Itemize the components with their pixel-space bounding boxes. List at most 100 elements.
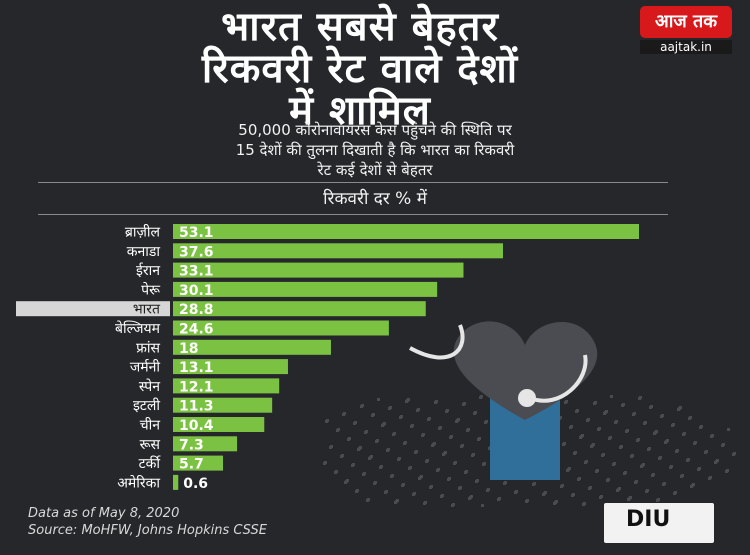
map-dot (480, 395, 483, 398)
map-dot (400, 415, 403, 418)
map-dot (596, 469, 599, 472)
bar (173, 320, 389, 336)
map-dot (498, 497, 501, 500)
map-dot (396, 499, 399, 502)
value-label: 24.6 (179, 322, 214, 338)
map-dot (411, 424, 414, 427)
map-dot (610, 395, 613, 398)
category-label: ईरान (136, 262, 160, 279)
map-dot (657, 498, 660, 501)
map-dot (352, 463, 355, 466)
map-dot (454, 461, 457, 464)
map-dot (424, 501, 427, 504)
map-dot (694, 441, 697, 444)
map-dot (387, 448, 390, 451)
map-dot (385, 490, 388, 493)
map-dot (663, 482, 666, 485)
map-dot (478, 437, 481, 440)
bar (173, 339, 331, 355)
map-dot (626, 429, 629, 432)
category-label: पेरू (141, 281, 161, 298)
map-dot (448, 477, 451, 480)
value-label: 30.1 (179, 283, 214, 299)
map-dot (372, 413, 375, 416)
map-dot (600, 495, 603, 498)
bars-group: ब्राज़ील 53.1 कनाडा 37.6 ईरान 33.1 पेरू 30.1 भार… (16, 224, 639, 492)
map-dot (689, 416, 692, 419)
bar (173, 378, 280, 394)
subtitle: 50,000 कोरोनावायरस केस पहुंचने की स्थिति… (60, 120, 690, 180)
map-dot (457, 418, 460, 421)
map-dot (361, 404, 364, 407)
map-dot (433, 442, 436, 445)
map-dot (420, 475, 423, 478)
bar (173, 301, 426, 317)
map-dot (383, 422, 386, 425)
subtitle-line-1: 50,000 कोरोनावायरस केस पहुंचने की स्थिति… (238, 121, 512, 139)
map-dot (441, 494, 444, 497)
map-dot (474, 411, 477, 414)
map-dot (404, 441, 407, 444)
map-dot (330, 445, 333, 448)
map-dot (376, 439, 379, 442)
map-dot (652, 473, 655, 476)
value-label: 28.8 (179, 302, 214, 318)
map-dot (711, 434, 714, 437)
title-line-2: रिकवरी रेट वाले देशों (201, 46, 519, 92)
map-dot (446, 409, 449, 412)
diu-logo-text: DIU (626, 507, 671, 532)
map-dot (476, 479, 479, 482)
value-label: 0.6 (183, 476, 208, 492)
map-dot (609, 436, 612, 439)
diu-badge: DIU (604, 503, 714, 543)
value-label: 13.1 (179, 360, 214, 376)
map-dot (629, 496, 632, 499)
map-dot (672, 423, 675, 426)
map-dot (602, 453, 605, 456)
bar (173, 455, 224, 471)
map-dot (377, 398, 380, 401)
map-dot (594, 401, 597, 404)
subtitle-line-2: 15 देशों की तुलना दिखाती है कि भारत का र… (235, 141, 515, 159)
value-label: 12.1 (179, 379, 214, 395)
map-dot (465, 470, 468, 473)
bar (173, 243, 503, 259)
map-dot (639, 396, 642, 399)
map-dot (409, 466, 412, 469)
bar (173, 436, 238, 452)
map-dot (666, 439, 669, 442)
map-dot (348, 437, 351, 440)
map-dot (698, 467, 701, 470)
map-dot (422, 433, 425, 436)
category-label: इटली (133, 397, 160, 414)
map-dot (459, 486, 462, 489)
map-dot (398, 457, 401, 460)
category-label: फ्रांस (136, 340, 160, 356)
map-dot (435, 400, 438, 403)
map-dot (727, 428, 730, 431)
category-label: कनाडा (127, 244, 161, 260)
map-dot (380, 465, 383, 468)
map-dot (576, 409, 579, 412)
map-dot (515, 490, 518, 493)
data-date-note: Data as of May 8, 2020 (28, 506, 180, 521)
map-dot (463, 402, 466, 405)
map-dot (655, 430, 658, 433)
map-dot (622, 403, 625, 406)
map-dot (370, 455, 373, 458)
map-dot (676, 449, 679, 452)
map-dot (709, 476, 712, 479)
stethoscope-heart-illustration (323, 321, 736, 507)
bar (173, 417, 265, 432)
divider-bottom (38, 214, 668, 215)
map-dot (343, 412, 346, 415)
value-label: 53.1 (179, 225, 214, 241)
map-dot (439, 426, 442, 429)
map-dot (561, 484, 564, 487)
map-dot (346, 479, 349, 482)
map-dot (461, 444, 464, 447)
map-dot (574, 451, 577, 454)
map-dot (650, 405, 653, 408)
title-line-3: में शामिल (289, 88, 431, 134)
